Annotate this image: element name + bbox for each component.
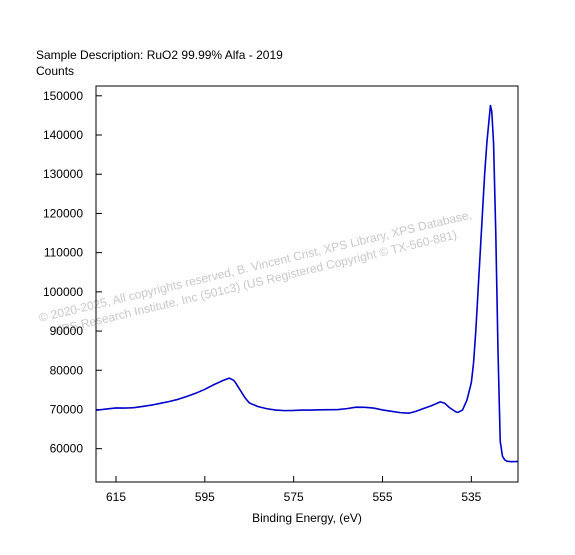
copyright-watermark: © 2020-2025, All copyrights reserved, B.… [37,208,473,338]
x-tick-label: 555 [373,490,393,504]
y-tick-label: 90000 [50,324,84,338]
y-axis-ticks: 60000 70000 80000 90000 100000 110000 120000 13… [43,89,102,456]
spectrum-line [95,104,519,463]
x-tick-label: 615 [106,490,126,504]
plot-area-frame [95,85,519,483]
watermark-line-2: XPS Research Institute, Inc (501c3) (US … [53,228,458,338]
x-tick-label: 575 [284,490,304,504]
x-tick-label: 595 [195,490,215,504]
y-tick-label: 70000 [50,402,84,416]
y-axis-label: Counts [36,64,74,78]
y-tick-label: 60000 [50,442,84,456]
watermark-line-1: © 2020-2025, All copyrights reserved, B.… [37,208,473,325]
y-tick-label: 110000 [44,246,83,260]
y-tick-label: 80000 [50,363,84,377]
x-tick-label: 535 [461,490,481,504]
y-tick-label: 120000 [43,206,83,220]
y-tick-label: 130000 [43,167,83,181]
x-axis-ticks: 615 595 575 555 535 [106,476,482,504]
y-tick-label: 100000 [43,285,83,299]
y-tick-label: 140000 [43,128,83,142]
x-axis-label: Binding Energy, (eV) [252,511,362,525]
y-tick-label: 150000 [43,89,83,103]
chart-title: Sample Description: RuO2 99.99% Alfa - 2… [36,48,283,62]
